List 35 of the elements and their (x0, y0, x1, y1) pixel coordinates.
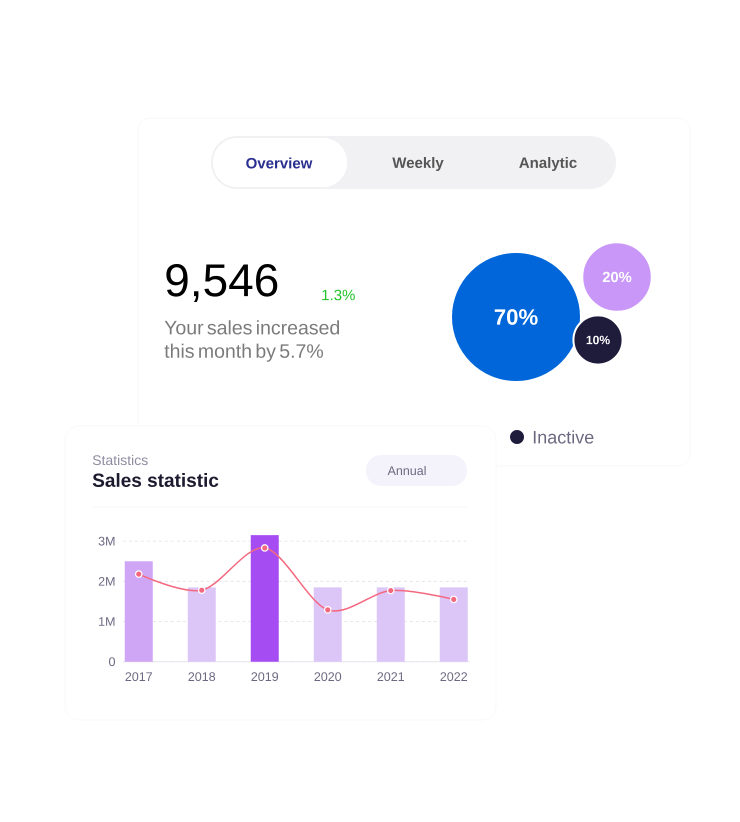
bar (250, 535, 279, 662)
text: Inactive (534, 430, 594, 444)
text: Annual (388, 466, 426, 476)
chart-title: Sales statistic (92, 473, 218, 487)
text: Weekly (392, 156, 444, 171)
x-tick-label: 2018 (188, 672, 216, 682)
text: 9,546 (166, 264, 278, 302)
y-tick-label: 0 (109, 657, 115, 666)
bar (376, 587, 405, 662)
chart-subtitle: Statistics (92, 454, 148, 466)
data-label: 10% (586, 336, 610, 344)
y-tick-label: 2M (98, 576, 114, 586)
x-tick-label: 2021 (377, 672, 404, 682)
text: Analytic (519, 156, 577, 171)
bar (314, 587, 342, 662)
bar (124, 561, 153, 662)
point (260, 544, 269, 552)
point (324, 606, 332, 614)
x-tick-label: 2019 (251, 672, 278, 682)
point (386, 586, 395, 594)
bar (188, 587, 216, 662)
x-tick-label: 2017 (125, 672, 152, 682)
data-label: 20% (602, 272, 632, 282)
x-tick-label: 2020 (314, 672, 342, 682)
text: 1.3% (322, 290, 355, 300)
point (134, 570, 143, 578)
point (198, 586, 206, 594)
y-tick-label: 1M (99, 617, 114, 626)
point (450, 596, 458, 604)
text: Your sales increased this month by 5.7% (164, 320, 340, 362)
text: Overview (246, 157, 312, 168)
bar (440, 587, 468, 662)
y-tick-label: 3M (98, 536, 114, 546)
data-label: 70% (494, 309, 538, 325)
x-tick-label: 2022 (440, 672, 468, 682)
